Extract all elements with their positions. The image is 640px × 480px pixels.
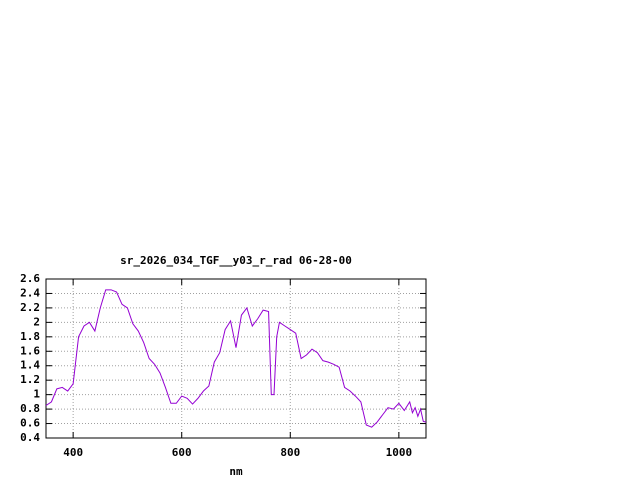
y-tick-label: 2.6 — [20, 272, 40, 285]
x-tick-label: 800 — [280, 446, 300, 459]
x-tick-label: 600 — [172, 446, 192, 459]
data-line — [45, 289, 427, 428]
y-tick-label: 2.2 — [20, 301, 40, 314]
y-tick-label: 0.6 — [20, 417, 40, 430]
y-tick-label: 1.6 — [20, 344, 40, 357]
y-tick-label: 1.2 — [20, 373, 40, 386]
x-tick-label: 400 — [63, 446, 83, 459]
x-tick-label: 1000 — [386, 446, 413, 459]
y-tick-label: 1.4 — [20, 359, 40, 372]
plot-frame — [45, 278, 427, 439]
y-tick-label: 2 — [33, 315, 40, 328]
y-tick-label: 1.8 — [20, 330, 40, 343]
x-axis-label: nm — [229, 465, 243, 478]
y-tick-label: 1 — [33, 388, 40, 401]
chart-title: sr_2026_034_TGF__y03_r_rad 06-28-00 — [120, 254, 352, 267]
y-tick-label: 2.4 — [20, 286, 40, 299]
y-tick-label: 0.4 — [20, 431, 40, 444]
y-tick-label: 0.8 — [20, 402, 40, 415]
